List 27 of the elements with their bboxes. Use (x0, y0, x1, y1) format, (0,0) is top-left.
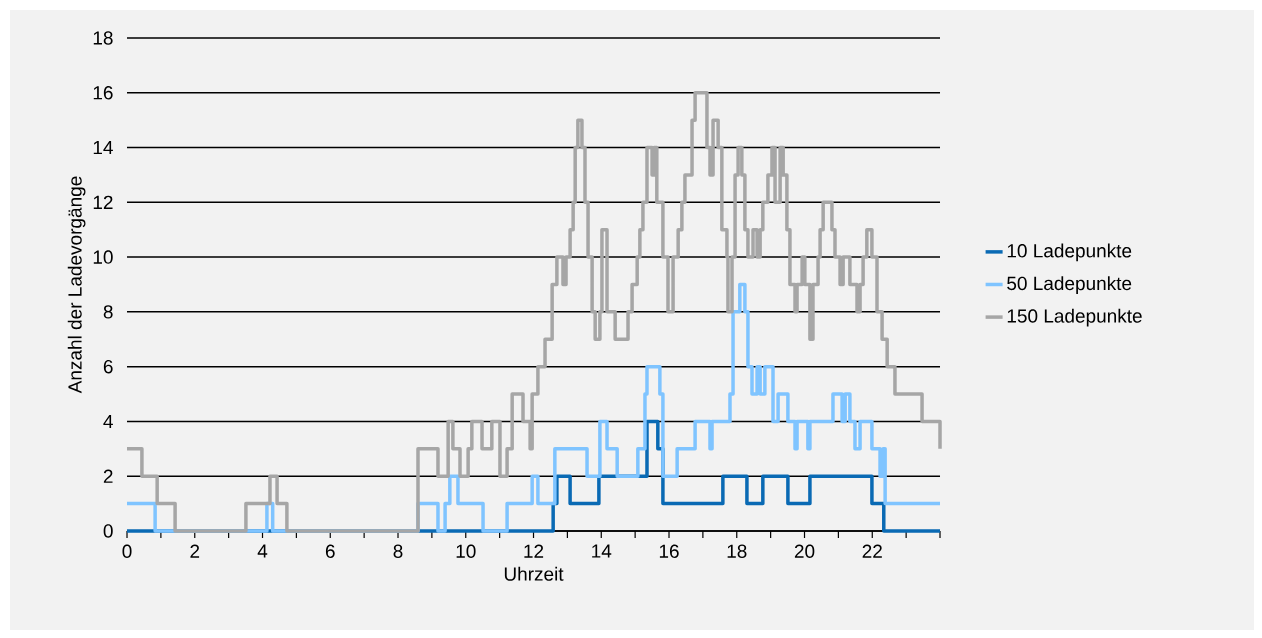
y-tick-label: 2 (103, 469, 113, 483)
x-tick-label: 22 (862, 544, 882, 558)
y-tick-label: 12 (93, 195, 113, 209)
legend-label: 150 Ladepunkte (1007, 308, 1142, 327)
y-tick-label: 8 (103, 305, 113, 319)
x-tick-label: 14 (592, 544, 612, 558)
x-tick-label: 6 (325, 544, 335, 558)
y-axis-title: Anzahl der Ladevorgänge (67, 176, 86, 394)
x-tick-label: 10 (456, 544, 476, 558)
x-tick-label: 8 (393, 544, 403, 558)
y-tick-label: 4 (103, 414, 113, 428)
x-tick-label: 4 (257, 544, 268, 558)
x-tick-label: 18 (727, 544, 747, 558)
legend-label: 50 Ladepunkte (1007, 276, 1132, 294)
y-tick-label: 18 (93, 31, 113, 45)
y-tick-label: 10 (93, 250, 113, 264)
x-tick-label: 2 (190, 544, 200, 558)
y-tick-label: 16 (93, 86, 113, 100)
x-tick-label: 20 (794, 544, 815, 558)
legend-label: 10 Ladepunkte (1007, 243, 1132, 262)
x-tick-label: 12 (524, 544, 544, 558)
x-axis-title: Uhrzeit (504, 566, 564, 581)
x-tick-label: 0 (122, 544, 132, 558)
y-tick-label: 6 (103, 359, 113, 374)
y-tick-label: 0 (103, 524, 113, 538)
y-tick-label: 14 (93, 141, 113, 155)
x-tick-label: 16 (659, 544, 679, 558)
